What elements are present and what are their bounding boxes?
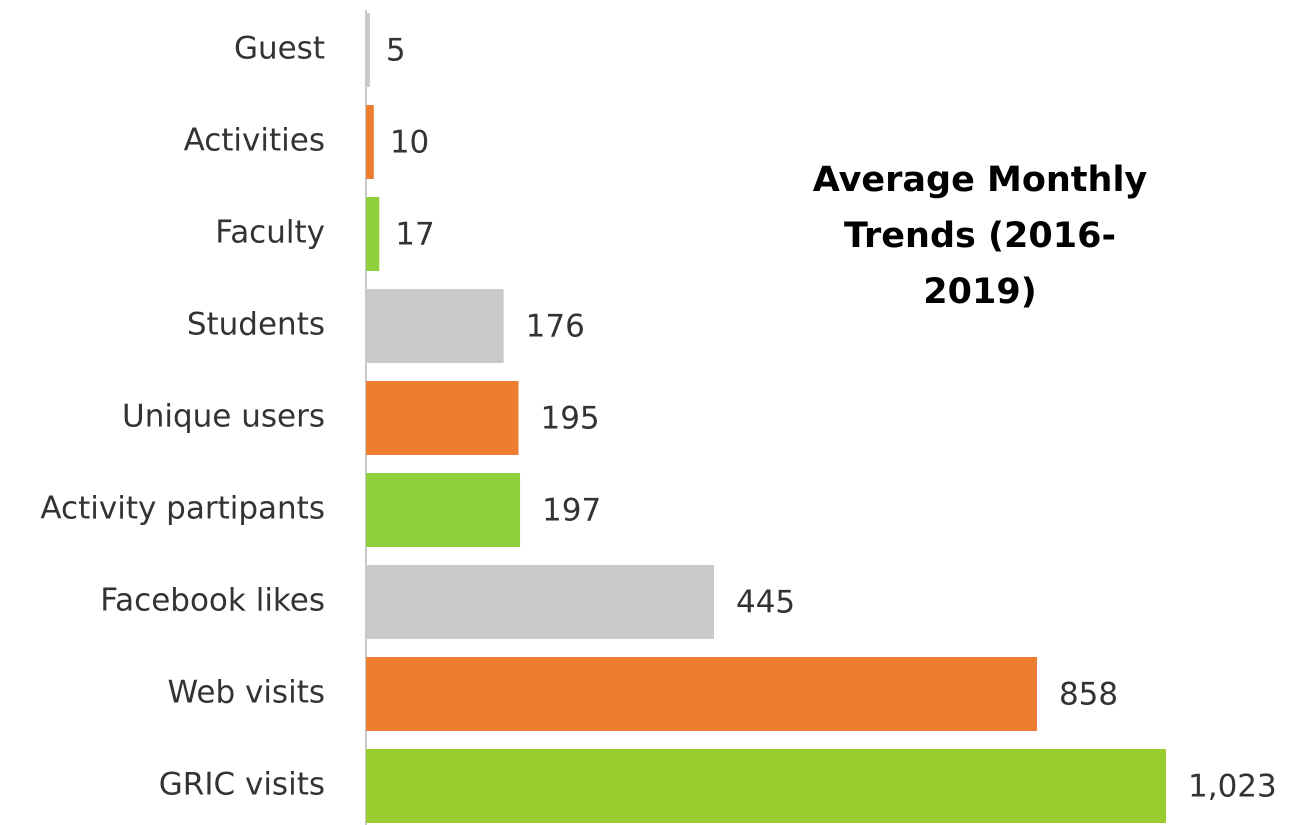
- value-label: 1,023: [1188, 769, 1277, 805]
- bar: [366, 565, 714, 639]
- category-label: Faculty: [215, 215, 325, 251]
- value-label: 5: [386, 33, 406, 69]
- bar: [366, 197, 380, 271]
- category-label: GRIC visits: [159, 767, 325, 803]
- value-label: 195: [540, 401, 599, 437]
- bar: [366, 289, 504, 363]
- value-label: 445: [736, 585, 795, 621]
- bar: [366, 105, 374, 179]
- bar: [366, 749, 1166, 823]
- bar: [366, 13, 370, 87]
- category-label: Web visits: [168, 675, 325, 711]
- category-label: Guest: [234, 31, 325, 67]
- category-label: Facebook likes: [100, 583, 325, 619]
- category-label: Unique users: [122, 399, 325, 435]
- value-label: 197: [542, 493, 601, 529]
- category-label: Students: [187, 307, 325, 343]
- bar: [366, 381, 519, 455]
- value-label: 17: [395, 217, 434, 253]
- category-label: Activities: [184, 123, 325, 159]
- bar: [366, 473, 521, 547]
- bar: [366, 657, 1037, 731]
- value-label: 176: [526, 309, 585, 345]
- value-label: 858: [1059, 677, 1118, 713]
- chart-title: Average Monthly Trends (2016-2019): [812, 160, 1148, 312]
- category-label: Activity partipants: [40, 491, 325, 527]
- value-label: 10: [390, 125, 429, 161]
